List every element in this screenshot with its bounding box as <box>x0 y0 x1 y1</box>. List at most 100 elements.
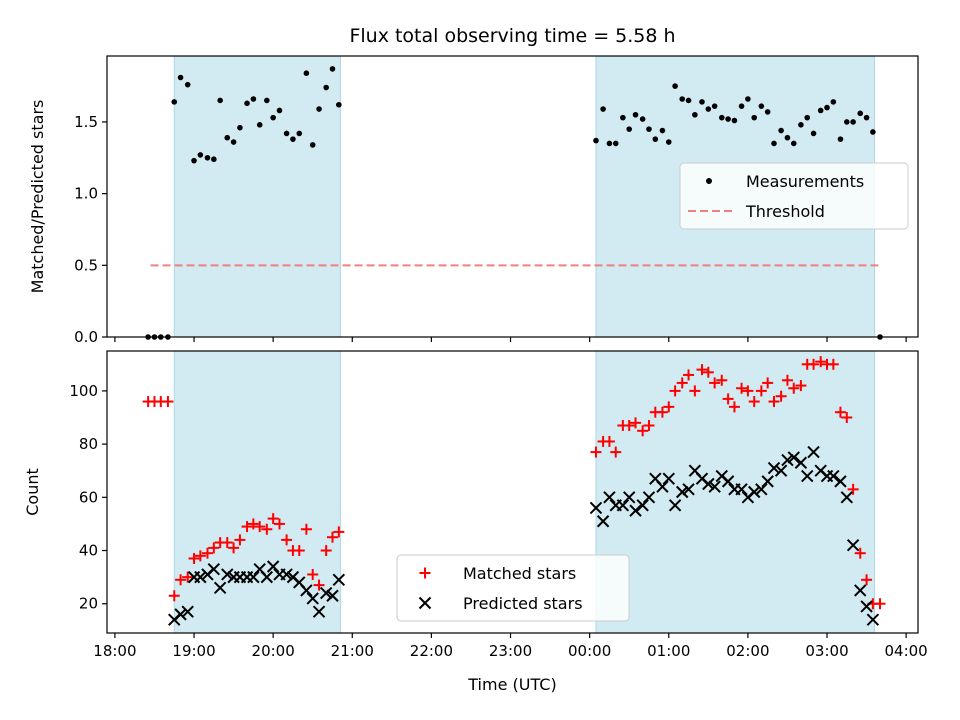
measurement-point <box>837 136 844 142</box>
matched-stars-point <box>663 401 675 413</box>
predicted-stars-point <box>589 501 603 515</box>
measurement-point <box>810 130 817 137</box>
x-tick-label: 22:00 <box>410 642 453 660</box>
measurement-point <box>177 74 184 81</box>
matched-stars-point <box>834 406 846 418</box>
matched-stars-point <box>221 537 233 549</box>
matched-stars-point <box>281 534 293 546</box>
measurement-point <box>184 81 191 88</box>
predicted-stars-point <box>174 608 187 621</box>
matched-stars-point <box>669 385 681 397</box>
predicted-stars-point <box>801 469 814 483</box>
matched-stars-point <box>827 358 839 370</box>
matched-stars-point <box>333 526 345 538</box>
matched-stars-point <box>273 518 285 530</box>
measurement-point <box>718 114 725 121</box>
bottom-y-tick-label: 60 <box>79 488 98 506</box>
predicted-stars-point <box>656 480 669 493</box>
matched-stars-point <box>168 590 180 602</box>
predicted-stars-point <box>629 504 642 517</box>
bottom-panel: 20 40 60 80 100 18:00 19:00 20:00 21:00 22:00 23:… <box>23 350 928 694</box>
matched-stars-point <box>696 364 708 376</box>
matched-stars-point <box>808 358 820 370</box>
chart-title: Flux total observing time = 5.58 h <box>349 25 675 47</box>
measurement-point <box>620 114 626 121</box>
legend-label-threshold: Threshold <box>745 202 825 221</box>
measurement-point <box>699 99 705 105</box>
predicted-stars-point <box>668 499 682 512</box>
measurement-point <box>790 140 797 147</box>
measurement-point <box>725 116 731 122</box>
measurement-point <box>316 106 322 112</box>
predicted-stars-point <box>319 586 333 600</box>
measurement-point <box>652 136 659 142</box>
measurement-point <box>204 154 211 161</box>
matched-stars-point <box>313 579 325 591</box>
measurement-point <box>270 114 276 121</box>
predicted-stars-point <box>207 562 221 576</box>
matched-stars-point <box>228 542 240 554</box>
legend-label-matched-stars: Matched stars <box>463 564 576 583</box>
predicted-stars-point <box>781 453 794 467</box>
measurement-point <box>850 119 856 125</box>
measurement-point <box>745 96 751 102</box>
measurement-point <box>711 103 718 109</box>
matched-stars-point <box>854 547 866 559</box>
matched-stars-point <box>841 412 853 424</box>
measurement-point <box>817 107 824 114</box>
measurement-point <box>283 130 290 137</box>
predicted-stars-point <box>774 464 788 477</box>
x-tick-label: 23:00 <box>489 642 532 660</box>
measurement-point <box>309 142 316 148</box>
bottom-y-tick-label: 80 <box>79 435 98 453</box>
predicted-stars-point <box>221 568 234 581</box>
measurement-point <box>336 101 342 108</box>
matched-stars-point <box>683 369 695 381</box>
predicted-stars-point <box>616 499 630 512</box>
bottom-legend-box <box>396 554 630 622</box>
measurement-point <box>705 106 712 112</box>
measurement-point <box>824 104 830 111</box>
bottom-legend: Matched stars Predicted stars <box>396 554 630 622</box>
measurement-point <box>646 126 652 132</box>
x-tick-label: 03:00 <box>805 642 848 660</box>
matched-stars-point <box>254 521 266 533</box>
predicted-stars-point <box>834 475 847 488</box>
matched-stars-point <box>182 571 194 583</box>
matched-stars-point <box>656 406 668 418</box>
measurement-point <box>217 97 223 104</box>
predicted-stars-point <box>787 451 800 464</box>
measurement-point <box>612 140 619 147</box>
predicted-stars-point <box>636 499 649 512</box>
x-tick-label: 20:00 <box>252 642 295 660</box>
bottom-shaded-interval-1 <box>595 350 875 634</box>
measurement-point <box>738 103 745 109</box>
predicted-stars-point <box>181 605 194 618</box>
x-tick-label: 18:00 <box>93 642 136 660</box>
measurement-point <box>758 103 765 109</box>
predicted-stars-point <box>332 573 346 586</box>
measurement-point <box>665 139 672 145</box>
matched-stars-point <box>722 393 734 405</box>
legend-marker-predicted-stars <box>418 596 432 610</box>
measurement-point <box>863 114 870 121</box>
bottom-y-axis-label: Count <box>23 468 42 516</box>
measurement-point <box>685 97 692 104</box>
predicted-stars-point <box>312 605 326 618</box>
matched-stars-point <box>201 547 213 559</box>
x-axis-label: Time (UTC) <box>467 675 556 694</box>
measurement-point <box>171 99 178 105</box>
matched-stars-point <box>194 550 206 562</box>
matched-stars-point <box>775 390 787 402</box>
measurement-point <box>606 140 613 147</box>
measurement-point <box>296 130 303 137</box>
bottom-shaded-interval-0 <box>173 350 341 634</box>
predicted-stars-point <box>827 469 840 483</box>
matched-stars-point <box>590 446 602 458</box>
predicted-stars-point <box>755 483 768 496</box>
matched-stars-point <box>326 531 338 543</box>
measurement-point <box>329 66 336 72</box>
x-tick-label: 00:00 <box>568 642 611 660</box>
bottom-shaded-intervals <box>173 350 875 634</box>
measurement-point <box>692 111 698 118</box>
